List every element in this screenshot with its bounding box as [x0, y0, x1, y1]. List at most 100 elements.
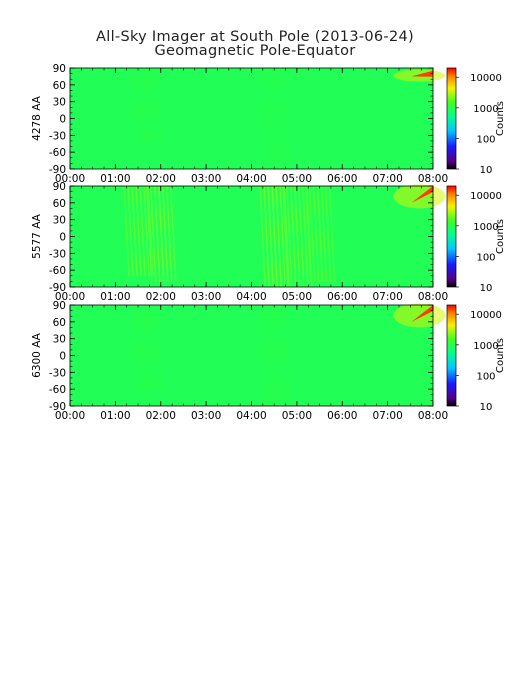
colorbar-tick-label: 10000: [470, 310, 502, 321]
colorbar-tick-label: 1000: [473, 341, 498, 352]
x-tick-label: 01:00: [100, 173, 130, 185]
y-tick-label: -60: [49, 384, 66, 396]
y-axis-label: 4278 AA: [31, 95, 43, 141]
colorbar: 10 100 1000 10000 Counts: [446, 67, 506, 176]
feature-2-streak: [263, 304, 270, 407]
feature-2-streak: [283, 304, 290, 407]
x-tick-label: 08:00: [418, 410, 448, 422]
feature-1-streak: [138, 67, 146, 141]
x-tick-label: 05:00: [282, 291, 312, 303]
heatmap-background: [70, 186, 433, 287]
colorbar-tick-label: 10: [480, 165, 493, 176]
y-axis-label: 5577 AA: [31, 213, 43, 259]
colorbar-label: Counts: [495, 101, 506, 136]
feature-6: [411, 186, 433, 203]
feature-1-streak: [143, 185, 150, 276]
y-tick-label: 60: [53, 80, 66, 92]
feature-5-streak: [316, 185, 324, 282]
colorbar-gradient: [446, 67, 457, 170]
colorbar-label: Counts: [495, 219, 506, 254]
feature-2-streak: [150, 185, 157, 282]
feature-1-streak: [146, 67, 154, 141]
feature-1-streak: [131, 185, 138, 276]
heatmap-features: [123, 184, 446, 288]
feature-3-streak: [279, 185, 286, 288]
y-tick-label: 0: [59, 232, 66, 244]
colorbar: 10 100 1000 10000 Counts: [446, 185, 506, 294]
x-tick-label: 02:00: [146, 173, 176, 185]
y-tick-label: -90: [49, 401, 66, 413]
x-tick-label: 02:00: [146, 291, 176, 303]
x-tick-label: 00:00: [55, 410, 85, 422]
y-tick-label: -60: [49, 147, 66, 159]
chart-title: All-Sky Imager at South Pole (2013-06-24…: [96, 29, 414, 45]
y-tick-label: 60: [53, 198, 66, 210]
x-tick-label: 07:00: [372, 291, 402, 303]
feature-2-streak: [166, 185, 173, 282]
feature-2-streak: [146, 185, 153, 282]
x-tick-label: 06:00: [327, 173, 357, 185]
feature-1-streak: [142, 304, 150, 390]
feature-2-streak: [267, 304, 274, 407]
x-tick-label: 08:00: [418, 291, 448, 303]
feature-3-streak: [283, 185, 290, 288]
feature-2-streak: [279, 304, 286, 407]
feature-2-streak: [283, 67, 290, 170]
heatmap-background: [70, 305, 433, 406]
feature-1-streak: [147, 185, 154, 276]
feature-2-streak: [263, 67, 270, 170]
y-tick-label: 60: [53, 317, 66, 329]
heatmap-features: [130, 67, 446, 170]
feature-1-streak: [150, 67, 158, 141]
heatmap-features: [130, 303, 446, 407]
colorbar-tick-label: 100: [476, 134, 495, 145]
feature-1-streak: [134, 67, 142, 141]
feature-2-streak: [271, 67, 278, 170]
feature-4-streak: [302, 185, 309, 288]
x-tick-label: 05:00: [282, 173, 312, 185]
colorbar-gradient: [446, 185, 457, 288]
y-tick-label: -90: [49, 164, 66, 176]
colorbar-tick-label: 10000: [470, 191, 502, 202]
x-tick-label: 03:00: [191, 410, 221, 422]
feature-3-streak: [259, 185, 266, 288]
x-tick-label: 07:00: [372, 410, 402, 422]
feature-3-streak: [263, 185, 270, 288]
x-tick-label: 03:00: [191, 173, 221, 185]
y-axis-label: 6300 AA: [31, 332, 43, 378]
colorbar-tick-label: 10: [480, 402, 493, 413]
feature-3: [411, 305, 433, 322]
x-tick-label: 08:00: [418, 173, 448, 185]
y-tick-label: 0: [59, 114, 66, 126]
y-tick-label: 90: [53, 181, 66, 193]
feature-1-streak: [135, 185, 142, 276]
y-tick-label: -30: [49, 130, 66, 142]
feature-4-streak: [294, 185, 301, 288]
feature-4-streak: [282, 185, 289, 288]
feature-3-streak: [275, 185, 282, 288]
x-tick-label: 01:00: [100, 410, 130, 422]
colorbar-gradient: [446, 304, 457, 407]
feature-1-streak: [138, 304, 146, 390]
feature-1-streak: [150, 304, 158, 390]
x-tick-label: 05:00: [282, 410, 312, 422]
y-tick-label: -60: [49, 265, 66, 277]
feature-4-streak: [306, 185, 313, 288]
feature-1-streak: [130, 304, 138, 390]
feature-4-streak: [286, 185, 293, 288]
feature-1-streak: [127, 185, 134, 276]
x-tick-label: 00:00: [55, 291, 85, 303]
feature-2-streak: [162, 185, 169, 282]
feature-2-streak: [259, 67, 266, 170]
feature-glow: [393, 184, 446, 209]
feature-1-streak: [123, 185, 130, 276]
feature-2-streak: [271, 304, 278, 407]
feature-glow: [393, 303, 446, 328]
feature-2-streak: [275, 304, 282, 407]
y-tick-label: 90: [53, 63, 66, 75]
colorbar-tick-label: 1000: [473, 222, 498, 233]
colorbar-tick-label: 10000: [470, 73, 502, 84]
